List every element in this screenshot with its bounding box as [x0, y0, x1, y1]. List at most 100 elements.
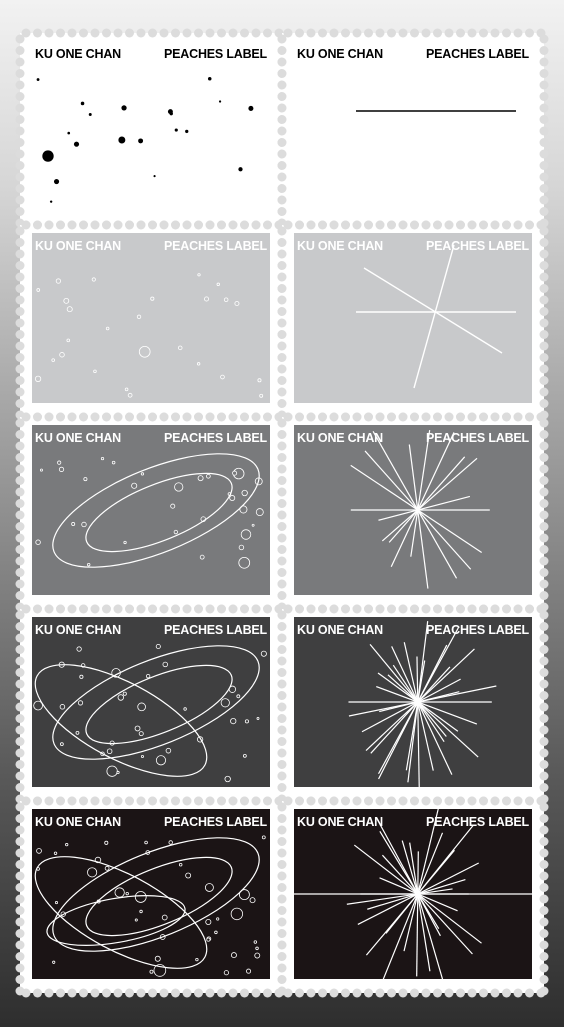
perforation-hole — [15, 318, 25, 328]
star-dot — [220, 374, 225, 380]
perforation-hole — [539, 238, 549, 247]
stamp-artwork — [32, 809, 270, 979]
star-dot — [259, 393, 264, 398]
perforation-hole — [329, 412, 339, 422]
perforation-hole — [251, 412, 261, 422]
perforation-hole — [277, 668, 287, 677]
star-dot — [87, 562, 91, 567]
perforation-hole — [539, 760, 549, 769]
perforation-hole — [502, 220, 511, 230]
perforation-hole — [277, 92, 287, 101]
perforation-hole — [539, 610, 549, 620]
burst-ray — [391, 646, 453, 775]
star-dot — [256, 717, 260, 720]
perforation-hole — [33, 988, 42, 998]
perforation-hole — [341, 988, 350, 998]
perforation-hole — [15, 760, 25, 769]
perforation-hole — [277, 622, 287, 631]
star-dot — [223, 297, 229, 302]
perforation-hole — [21, 412, 31, 422]
perforation-hole — [318, 988, 327, 998]
perforation-hole — [539, 476, 549, 485]
brand-right-label: PEACHES LABEL — [426, 623, 530, 637]
perforation-hole — [539, 645, 549, 654]
burst-ray — [348, 685, 497, 717]
perforation-hole — [539, 591, 549, 600]
perforation-hole — [295, 604, 304, 614]
stamp-1-left: KU ONE CHAN PEACHES LABEL — [15, 28, 287, 230]
star-dot — [51, 358, 55, 362]
perforation-hole — [79, 604, 88, 614]
perforation-hole — [44, 604, 54, 614]
perforation-hole — [387, 604, 396, 614]
perforation-hole — [15, 172, 25, 182]
orbit-ellipse — [52, 645, 260, 760]
perforation-hole — [15, 906, 25, 915]
perforation-hole — [277, 952, 287, 961]
perforation-hole — [329, 988, 339, 998]
star-dot — [80, 101, 85, 106]
perforation-hole — [148, 28, 157, 38]
perforation-hole — [283, 220, 293, 230]
star-dot — [116, 770, 120, 775]
perforation-hole — [15, 591, 25, 600]
perforation-hole — [364, 220, 373, 230]
star-dot — [59, 352, 65, 358]
burst-ray — [403, 642, 434, 771]
perforation-hole — [539, 883, 549, 892]
perforation-hole — [277, 610, 287, 620]
perforation-hole — [277, 34, 287, 44]
perforation-hole — [352, 28, 362, 38]
perforation-hole — [33, 796, 42, 806]
perforation-hole — [277, 353, 287, 362]
star-dot — [169, 111, 173, 116]
star-dot — [122, 691, 127, 696]
perforation-hole — [79, 796, 88, 806]
perforation-hole — [125, 604, 134, 614]
perforation-hole — [277, 963, 287, 973]
perforation-hole — [15, 464, 25, 474]
perforation-hole — [15, 399, 25, 408]
star-dot — [138, 138, 144, 144]
star-dot — [223, 970, 229, 976]
star-dot — [165, 747, 172, 754]
perforation-hole — [539, 871, 549, 881]
perforation-hole — [277, 871, 287, 881]
perforation-hole — [525, 988, 534, 998]
perforation-hole — [171, 604, 180, 614]
perforation-hole — [67, 412, 77, 422]
perforation-hole — [277, 330, 287, 339]
perforation-hole — [364, 796, 373, 806]
perforation-hole — [79, 412, 88, 422]
perforation-hole — [283, 412, 293, 422]
star-dot — [39, 468, 43, 472]
star-dot — [239, 505, 248, 514]
perforation-hole — [277, 645, 287, 654]
perforation-hole — [539, 771, 549, 781]
perforation-hole — [539, 284, 549, 293]
perforation-hole — [329, 28, 339, 38]
perforation-hole — [387, 412, 396, 422]
perforation-hole — [539, 917, 549, 927]
perforation-hole — [421, 28, 431, 38]
perforation-hole — [136, 220, 146, 230]
perforation-hole — [136, 604, 146, 614]
brand-left-label: KU ONE CHAN — [297, 47, 383, 61]
star-dot — [253, 940, 258, 944]
perforation-hole — [15, 453, 25, 462]
perforation-hole — [15, 376, 25, 385]
perforation-hole — [539, 691, 549, 700]
perforation-hole — [90, 796, 100, 806]
perforation-hole — [277, 837, 287, 846]
brand-left-label: KU ONE CHAN — [297, 623, 383, 637]
perforation-hole — [251, 220, 261, 230]
perforation-hole — [318, 412, 327, 422]
brand-left-label: KU ONE CHAN — [35, 431, 121, 445]
perforation-hole — [15, 353, 25, 362]
star-dot — [214, 930, 218, 935]
perforation-hole — [467, 28, 477, 38]
brand-right-label: PEACHES LABEL — [164, 431, 268, 445]
perforation-hole — [539, 330, 549, 339]
perforation-hole — [277, 929, 287, 938]
perforation-hole — [56, 412, 65, 422]
